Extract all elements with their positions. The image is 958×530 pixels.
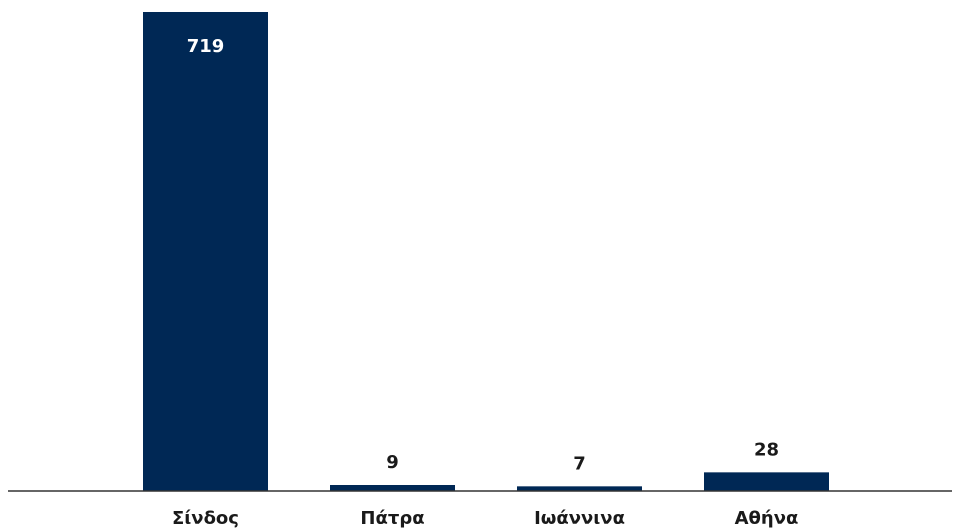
bar-3	[517, 486, 642, 491]
bar-value-label-2: 9	[386, 452, 399, 473]
value-labels-group: 719 9 7 28	[187, 36, 779, 474]
bar-2	[330, 485, 455, 491]
bar-value-label-3: 7	[573, 453, 586, 474]
bar-value-label-1: 719	[187, 36, 225, 57]
bar-4	[704, 472, 829, 491]
x-tick-labels-group: Σίνδος Πάτρα Ιωάννινα Αθήνα	[172, 508, 798, 529]
x-tick-label-1: Σίνδος	[172, 508, 239, 529]
bars-group	[143, 12, 829, 491]
x-tick-label-3: Ιωάννινα	[534, 508, 625, 529]
bar-1	[143, 12, 268, 491]
bar-value-label-4: 28	[754, 439, 779, 460]
x-tick-label-2: Πάτρα	[360, 508, 424, 529]
x-tick-label-4: Αθήνα	[735, 508, 799, 529]
